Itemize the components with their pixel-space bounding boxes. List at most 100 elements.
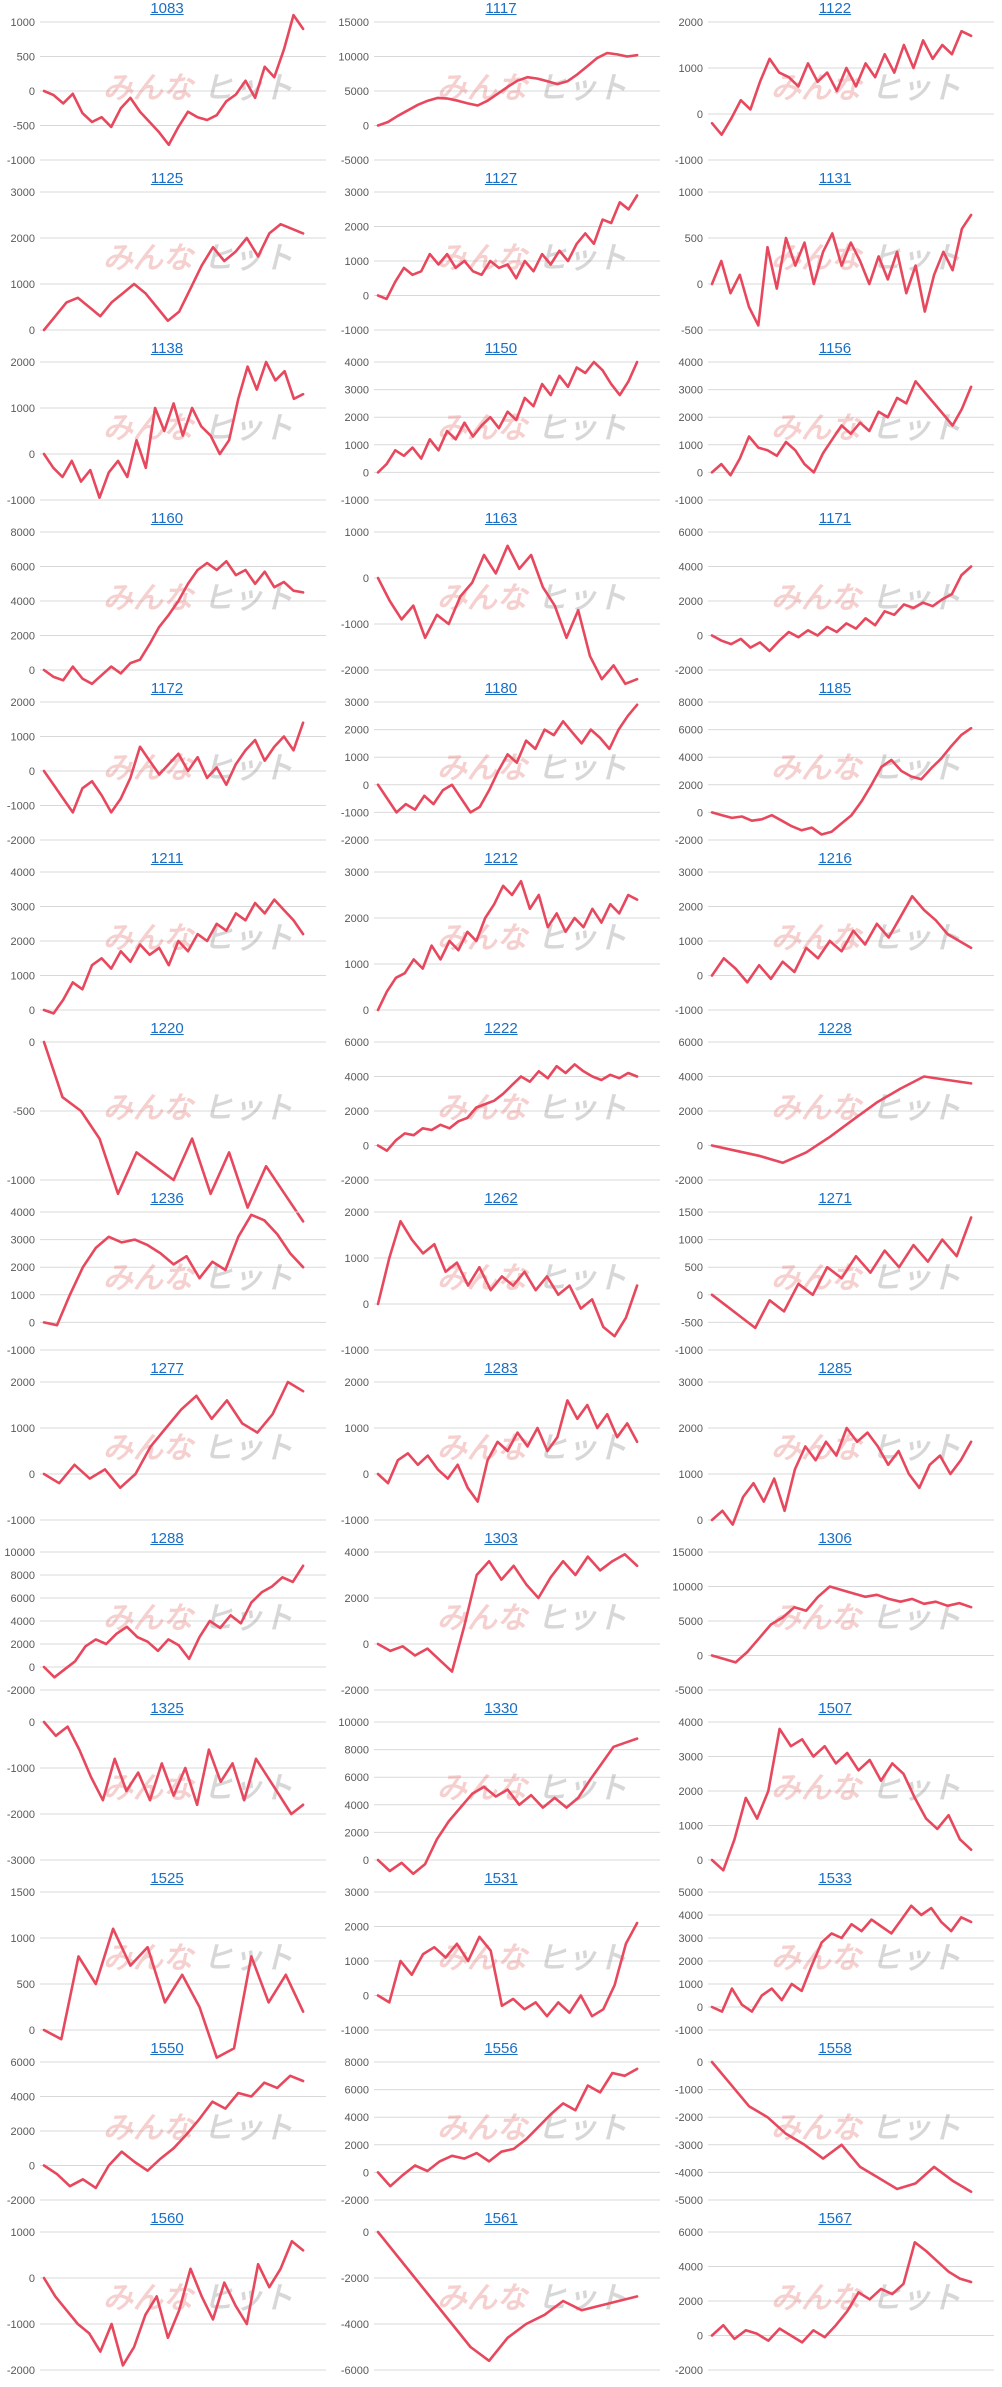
watermark-text-1: みんな <box>437 2281 530 2316</box>
chart-title-link[interactable]: 1288 <box>150 1530 184 1547</box>
y-tick-label: 5000 <box>679 1887 703 1899</box>
chart-title-link[interactable]: 1303 <box>484 1530 518 1547</box>
line-chart: -1000 0 1000 2000 3000 4000 5000 みんな ヒット <box>675 1887 994 2037</box>
watermark-text-2: ヒット <box>537 1601 627 1636</box>
y-tick-label: -1000 <box>7 2319 35 2331</box>
chart-title-link[interactable]: 1150 <box>484 340 518 357</box>
chart-title-link[interactable]: 1171 <box>818 510 852 527</box>
chart-title-link[interactable]: 1507 <box>818 1700 852 1717</box>
chart-title-link[interactable]: 1125 <box>150 170 184 187</box>
chart-title-link[interactable]: 1222 <box>484 1020 518 1037</box>
chart-panel-1325: 1325 -3000 -2000 -1000 0 みんな ヒット <box>0 1700 334 1868</box>
chart-title-link[interactable]: 1172 <box>150 680 184 697</box>
watermark-text-2: ヒット <box>871 1091 961 1126</box>
chart-title-link[interactable]: 1533 <box>818 1870 852 1887</box>
chart-panel-1185: 1185 -2000 0 2000 4000 6000 8000 みんな ヒット <box>668 680 1002 848</box>
y-tick-label: 2000 <box>679 1423 703 1435</box>
series-line <box>42 898 305 1015</box>
series-line <box>376 51 639 127</box>
chart-title-link[interactable]: 1531 <box>484 1870 518 1887</box>
series-line <box>42 360 305 499</box>
chart-title-link[interactable]: 1122 <box>818 0 852 17</box>
chart-title-link[interactable]: 1228 <box>818 1020 852 1037</box>
y-tick-label: 0 <box>363 2227 369 2239</box>
y-tick-label: 4000 <box>11 596 35 608</box>
y-tick-label: -1000 <box>341 807 369 819</box>
chart-title-link[interactable]: 1220 <box>150 1020 184 1037</box>
watermark-text-1: みんな <box>437 751 530 786</box>
watermark-text-2: ヒット <box>537 2111 627 2146</box>
series-line <box>710 894 973 984</box>
chart-title-link[interactable]: 1138 <box>150 340 184 357</box>
chart-title-link[interactable]: 1236 <box>150 1190 184 1207</box>
chart-panel-1125: 1125 0 1000 2000 3000 みんな ヒット <box>0 170 334 338</box>
watermark-text-1: みんな <box>437 1091 530 1126</box>
y-tick-label: 5000 <box>679 1616 703 1628</box>
chart-title-link[interactable]: 1127 <box>484 170 518 187</box>
chart-title-link[interactable]: 1212 <box>484 850 518 867</box>
chart-title-link[interactable]: 1083 <box>150 0 184 17</box>
chart-title-link[interactable]: 1558 <box>818 2040 852 2057</box>
chart-panel-1222: 1222 -2000 0 2000 4000 6000 みんな ヒット <box>334 1020 668 1188</box>
y-tick-label: -2000 <box>7 1809 35 1821</box>
y-tick-label: -1000 <box>7 1175 35 1187</box>
chart-title-link[interactable]: 1330 <box>484 1700 518 1717</box>
y-tick-label: 3000 <box>11 187 35 199</box>
watermark-text-2: ヒット <box>871 1601 961 1636</box>
chart-title-link[interactable]: 1561 <box>484 2210 518 2227</box>
chart-title-link[interactable]: 1180 <box>484 680 518 697</box>
watermark-text-2: ヒット <box>537 751 627 786</box>
chart-panel-1306: 1306 -5000 0 5000 10000 15000 みんな ヒット <box>668 1530 1002 1698</box>
chart-title-link[interactable]: 1216 <box>818 850 852 867</box>
chart-title-link[interactable]: 1306 <box>818 1530 852 1547</box>
y-tick-label: 2000 <box>11 357 35 369</box>
series-line <box>710 379 973 477</box>
chart-title-link[interactable]: 1262 <box>484 1190 518 1207</box>
chart-title-link[interactable]: 1560 <box>150 2210 184 2227</box>
y-tick-label: 2000 <box>679 2296 703 2308</box>
watermark-text-1: みんな <box>437 581 530 616</box>
chart-title-link[interactable]: 1117 <box>485 0 517 17</box>
chart-title-link[interactable]: 1567 <box>818 2210 852 2227</box>
y-tick-label: 10000 <box>672 1582 703 1594</box>
chart-title-link[interactable]: 1283 <box>484 1360 518 1377</box>
watermark-text-2: ヒット <box>203 241 293 276</box>
chart-title-link[interactable]: 1271 <box>818 1190 852 1207</box>
series-line <box>710 726 973 836</box>
line-chart: -1000 0 1000 2000 3000 4000 みんな ヒット <box>341 357 660 507</box>
y-tick-label: 0 <box>363 1299 369 1311</box>
y-tick-label: 15000 <box>338 17 369 29</box>
watermark-text-1: みんな <box>437 71 530 106</box>
chart-panel-1122: 1122 -1000 0 1000 2000 みんな ヒット <box>668 0 1002 168</box>
chart-title-link[interactable]: 1163 <box>484 510 518 527</box>
y-tick-label: 1000 <box>679 1235 703 1247</box>
chart-title-link[interactable]: 1156 <box>818 340 852 357</box>
series-line <box>42 1213 305 1327</box>
chart-title-link[interactable]: 1525 <box>150 1870 184 1887</box>
y-tick-label: 4000 <box>679 562 703 574</box>
y-tick-label: 1000 <box>11 2227 35 2239</box>
chart-title-link[interactable]: 1556 <box>484 2040 518 2057</box>
series-line <box>376 1063 639 1152</box>
chart-panel-1558: 1558 -5000 -4000 -3000 -2000 -1000 0 みんな ヒット <box>668 2040 1002 2208</box>
watermark-text-2: ヒット <box>871 1941 961 1976</box>
chart-title-link[interactable]: 1131 <box>818 170 852 187</box>
chart-title-link[interactable]: 1277 <box>150 1360 184 1377</box>
watermark-text-1: みんな <box>771 751 864 786</box>
series-line <box>42 1380 305 1490</box>
chart-title-link[interactable]: 1285 <box>818 1360 852 1377</box>
y-tick-label: 4000 <box>679 2262 703 2274</box>
chart-title-link[interactable]: 1325 <box>150 1700 184 1717</box>
chart-title-link[interactable]: 1211 <box>150 850 184 867</box>
chart-title-link[interactable]: 1185 <box>818 680 852 697</box>
series-line <box>710 2240 973 2344</box>
chart-panel-1127: 1127 -1000 0 1000 2000 3000 みんな ヒット <box>334 170 668 338</box>
y-tick-label: 6000 <box>679 2227 703 2239</box>
chart-title-link[interactable]: 1550 <box>150 2040 184 2057</box>
chart-title-link[interactable]: 1160 <box>150 510 184 527</box>
y-tick-label: 4000 <box>345 1547 369 1559</box>
